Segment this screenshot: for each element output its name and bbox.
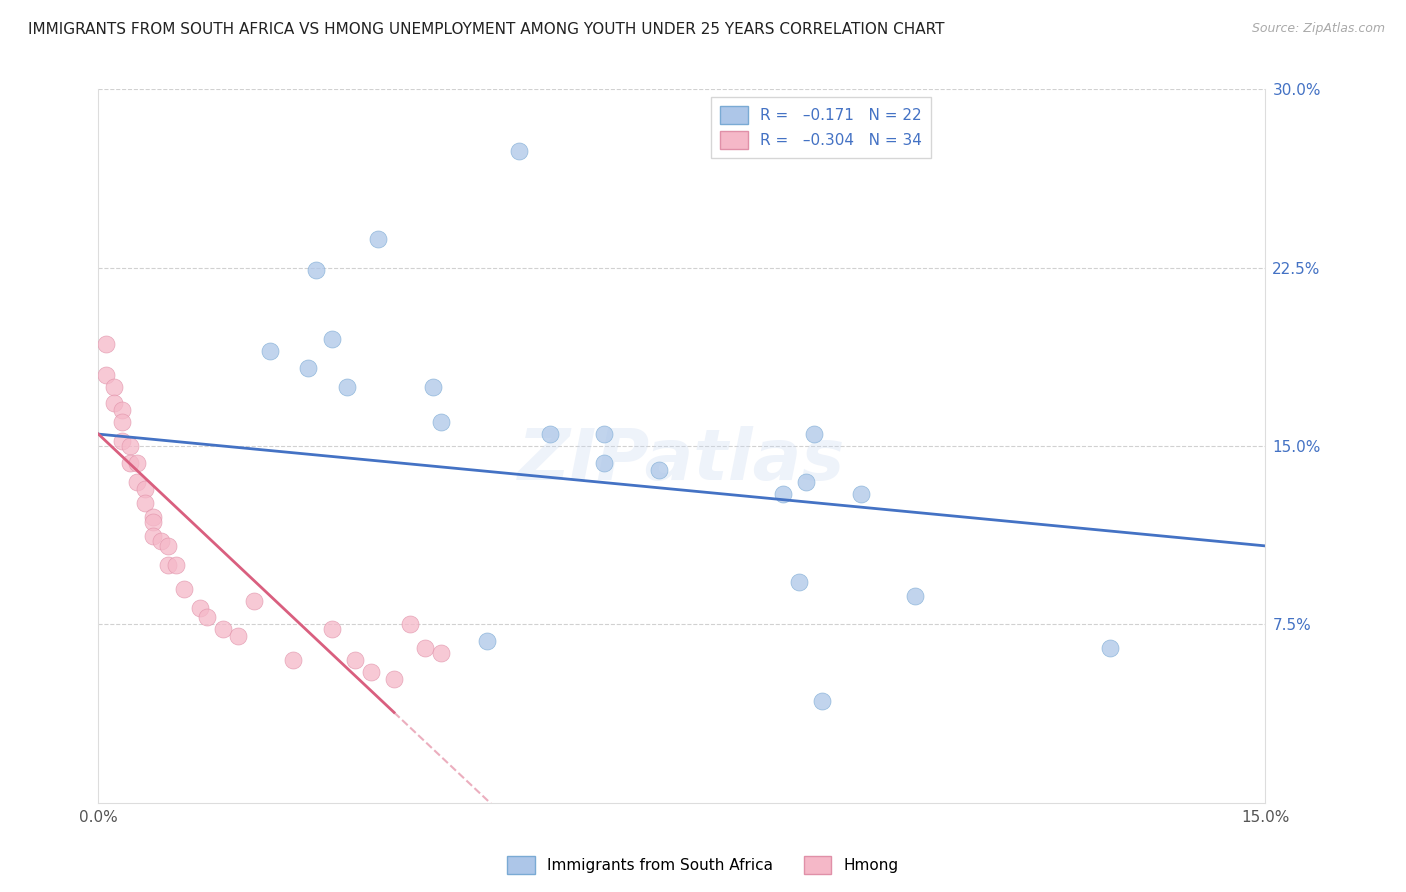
Text: Source: ZipAtlas.com: Source: ZipAtlas.com [1251,22,1385,36]
Text: IMMIGRANTS FROM SOUTH AFRICA VS HMONG UNEMPLOYMENT AMONG YOUTH UNDER 25 YEARS CO: IMMIGRANTS FROM SOUTH AFRICA VS HMONG UN… [28,22,945,37]
Point [398,617,420,632]
Point [796,475,818,489]
Point [413,641,436,656]
Point [134,496,156,510]
Point [195,610,218,624]
Point [538,427,561,442]
Point [803,427,825,442]
Point [96,368,118,382]
Legend: Immigrants from South Africa, Hmong: Immigrants from South Africa, Hmong [502,850,904,880]
Point [811,693,834,707]
Point [281,653,304,667]
Point [336,379,359,393]
Point [118,456,141,470]
Point [142,529,165,543]
Point [127,475,149,489]
Point [111,434,134,449]
Point [157,539,180,553]
Point [96,336,118,351]
Point [787,574,810,589]
Point [647,463,669,477]
Point [259,343,281,358]
Point [134,482,156,496]
Point [1098,641,1121,656]
Point [360,665,382,679]
Point [297,360,319,375]
Point [142,515,165,529]
Point [243,593,266,607]
Point [382,672,405,686]
Point [157,558,180,572]
Point [321,622,343,636]
Point [904,589,927,603]
Point [305,263,328,277]
Point [173,582,195,596]
Point [103,396,125,410]
Point [422,379,444,393]
Point [111,403,134,417]
Point [429,415,451,429]
Text: ZIPatlas: ZIPatlas [519,425,845,495]
Point [212,622,235,636]
Point [228,629,250,643]
Point [477,634,499,648]
Point [118,439,141,453]
Point [188,600,211,615]
Point [367,232,389,246]
Point [165,558,187,572]
Point [111,415,134,429]
Point [772,486,794,500]
Point [508,144,530,158]
Point [103,379,125,393]
Point [321,332,343,346]
Point [593,427,616,442]
Point [849,486,872,500]
Point [429,646,451,660]
Point [344,653,367,667]
Point [127,456,149,470]
Legend: R =   –0.171   N = 22, R =   –0.304   N = 34: R = –0.171 N = 22, R = –0.304 N = 34 [711,97,931,158]
Point [149,534,172,549]
Point [142,510,165,524]
Point [593,456,616,470]
